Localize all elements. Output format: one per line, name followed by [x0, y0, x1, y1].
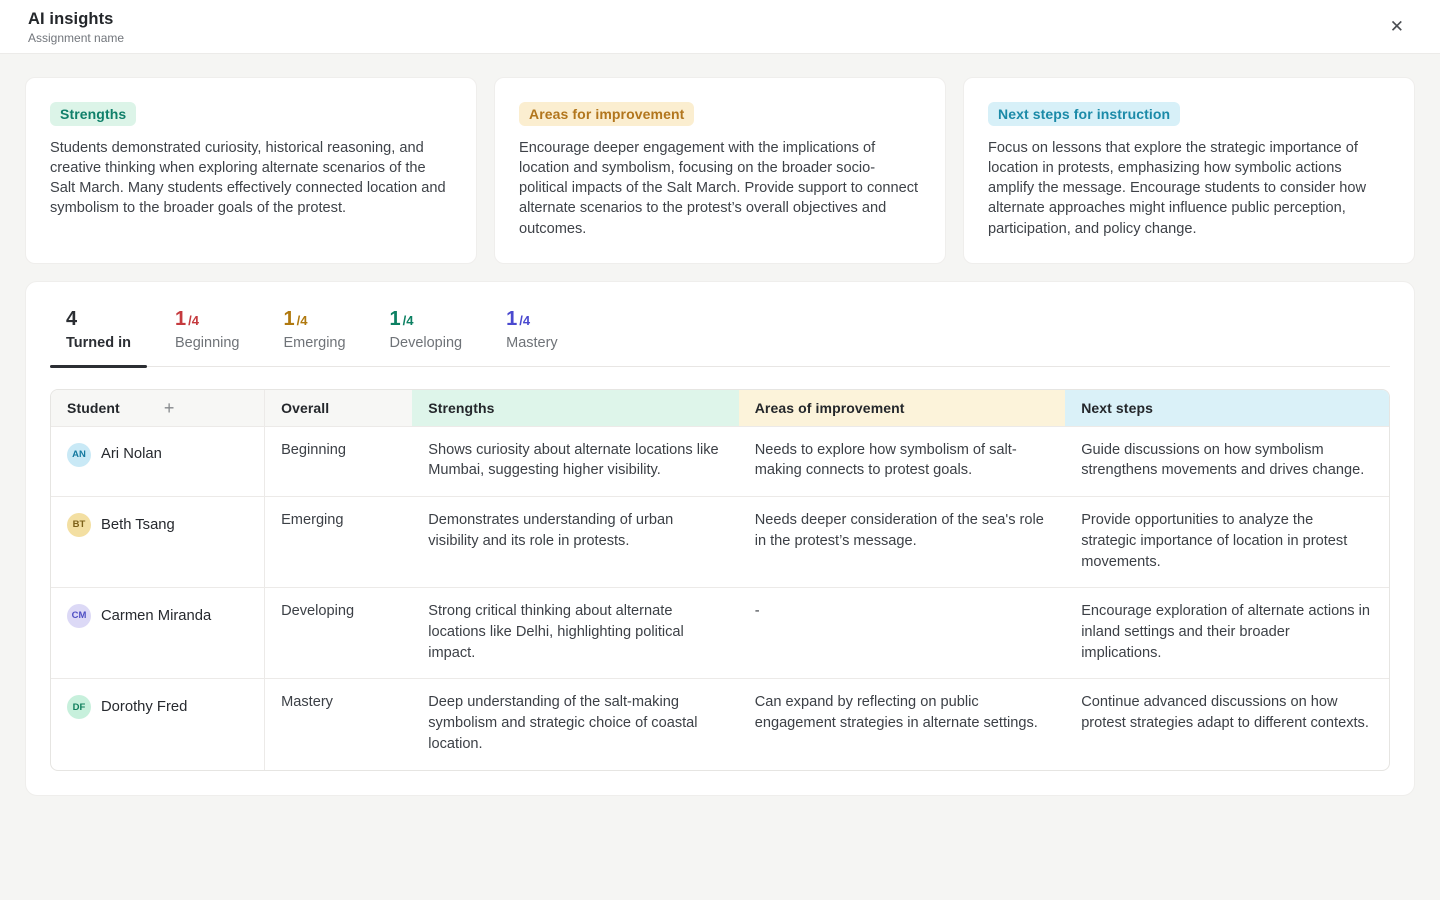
tab-beginning[interactable]: 1/4 Beginning: [159, 308, 256, 366]
strengths-cell: Shows curiosity about alternate location…: [412, 425, 739, 496]
tab-label: Developing: [389, 334, 463, 351]
tab-turned-in[interactable]: 4 Turned in: [50, 307, 147, 368]
strengths-cell: Strong critical thinking about alternate…: [412, 587, 739, 678]
students-table-container: Student + Overall Strengths Areas of imp…: [50, 388, 1390, 771]
page-title: AI insights: [28, 10, 114, 28]
student-name: Beth Tsang: [101, 516, 175, 533]
table-row[interactable]: DF Dorothy Fred Mastery Deep understandi…: [51, 678, 1389, 770]
table-row[interactable]: AN Ari Nolan Beginning Shows curiosity a…: [51, 425, 1389, 497]
strengths-cell: Deep understanding of the salt-making sy…: [412, 678, 739, 769]
turned-in-count: 4: [66, 307, 78, 330]
summary-cards: Strengths Students demonstrated curiosit…: [0, 54, 1440, 264]
avatar: BT: [67, 513, 91, 538]
column-header-next-steps: Next steps: [1065, 389, 1389, 426]
strengths-cell: Demonstrates understanding of urban visi…: [412, 496, 739, 587]
tab-emerging[interactable]: 1/4 Emerging: [267, 308, 361, 366]
close-button[interactable]: ✕: [1384, 12, 1410, 41]
overall-cell: Emerging: [265, 496, 413, 587]
developing-count: 1: [389, 307, 401, 330]
next-steps-cell: Guide discussions on how symbolism stren…: [1065, 425, 1389, 496]
assignment-name: Assignment name: [28, 31, 125, 45]
mastery-count: 1: [506, 307, 518, 330]
avatar: CM: [67, 604, 91, 629]
tab-label: Turned in: [66, 334, 131, 351]
strengths-badge: Strengths: [50, 102, 137, 126]
student-name: Carmen Miranda: [101, 607, 212, 624]
overall-cell: Beginning: [265, 425, 413, 496]
tab-bar: 4 Turned in 1/4 Beginning 1/4 Emerging 1…: [50, 282, 1390, 368]
column-header-strengths: Strengths: [412, 389, 739, 426]
tab-label: Emerging: [283, 334, 346, 351]
areas-cell: Needs to explore how symbolism of salt-m…: [738, 425, 1066, 496]
overall-cell: Developing: [265, 587, 413, 678]
avatar: DF: [67, 695, 91, 720]
areas-for-improvement-badge: Areas for improvement: [519, 102, 695, 126]
tab-label: Beginning: [174, 334, 240, 351]
student-name: Dorothy Fred: [101, 698, 188, 715]
strengths-summary-text: Students demonstrated curiosity, histori…: [50, 140, 446, 217]
panel-header: AI insights Assignment name ✕: [0, 0, 1440, 54]
students-table: Student + Overall Strengths Areas of imp…: [50, 388, 1390, 771]
table-row[interactable]: BT Beth Tsang Emerging Demonstrates unde…: [51, 496, 1389, 588]
overall-cell: Mastery: [265, 678, 413, 769]
next-steps-cell: Encourage exploration of alternate actio…: [1065, 587, 1389, 678]
student-name: Ari Nolan: [101, 446, 162, 463]
areas-cell: -: [738, 587, 1066, 678]
column-header-overall: Overall: [265, 389, 413, 426]
students-panel: 4 Turned in 1/4 Beginning 1/4 Emerging 1…: [25, 280, 1415, 796]
next-steps-summary-text: Focus on lessons that explore the strate…: [988, 140, 1367, 237]
areas-for-improvement-card: Areas for improvement Encourage deeper e…: [494, 77, 946, 264]
emerging-count: 1: [283, 307, 295, 330]
table-header-row: Student + Overall Strengths Areas of imp…: [51, 389, 1389, 426]
avatar: AN: [67, 442, 91, 467]
tab-developing[interactable]: 1/4 Developing: [374, 308, 479, 366]
add-column-icon[interactable]: +: [163, 397, 175, 418]
column-header-areas-of-improvement: Areas of improvement: [738, 389, 1066, 426]
table-row[interactable]: CM Carmen Miranda Developing Strong crit…: [51, 587, 1389, 679]
tab-mastery[interactable]: 1/4 Mastery: [490, 308, 574, 366]
tab-label: Mastery: [506, 334, 558, 351]
areas-for-improvement-summary-text: Encourage deeper engagement with the imp…: [519, 140, 919, 237]
beginning-count: 1: [174, 307, 187, 330]
next-steps-card: Next steps for instruction Focus on less…: [963, 77, 1415, 264]
next-steps-cell: Continue advanced discussions on how pro…: [1065, 678, 1389, 769]
close-icon: ✕: [1389, 17, 1404, 36]
next-steps-badge: Next steps for instruction: [988, 102, 1181, 126]
column-header-student: Student +: [51, 389, 266, 426]
strengths-card: Strengths Students demonstrated curiosit…: [25, 77, 477, 264]
next-steps-cell: Provide opportunities to analyze the str…: [1065, 496, 1389, 587]
areas-cell: Can expand by reflecting on public engag…: [738, 678, 1066, 769]
areas-cell: Needs deeper consideration of the sea's …: [738, 496, 1066, 587]
